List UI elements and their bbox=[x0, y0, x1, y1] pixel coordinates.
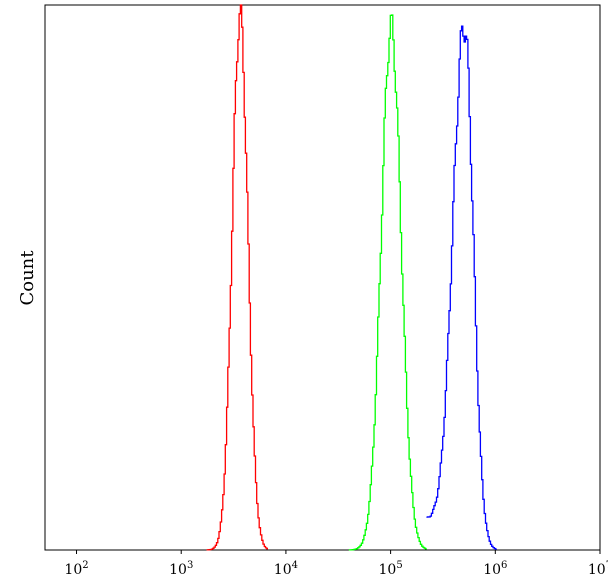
plot-frame bbox=[44, 4, 601, 551]
x-tick-label: 107 bbox=[588, 560, 608, 578]
x-tick-label: 103 bbox=[169, 560, 193, 578]
series-layer bbox=[206, 4, 497, 551]
histogram-series-1 bbox=[206, 4, 268, 551]
histogram-series-2 bbox=[348, 14, 427, 551]
histogram-series-3 bbox=[426, 25, 497, 550]
x-tick-label: 102 bbox=[64, 560, 88, 578]
y-axis-label: Count bbox=[17, 250, 38, 306]
x-tick-label: 106 bbox=[483, 560, 507, 578]
x-tick-label: 105 bbox=[379, 560, 403, 578]
x-tick-label: 104 bbox=[274, 560, 298, 578]
x-axis-ticks: 102 103 104 105 106 107 bbox=[64, 550, 608, 578]
